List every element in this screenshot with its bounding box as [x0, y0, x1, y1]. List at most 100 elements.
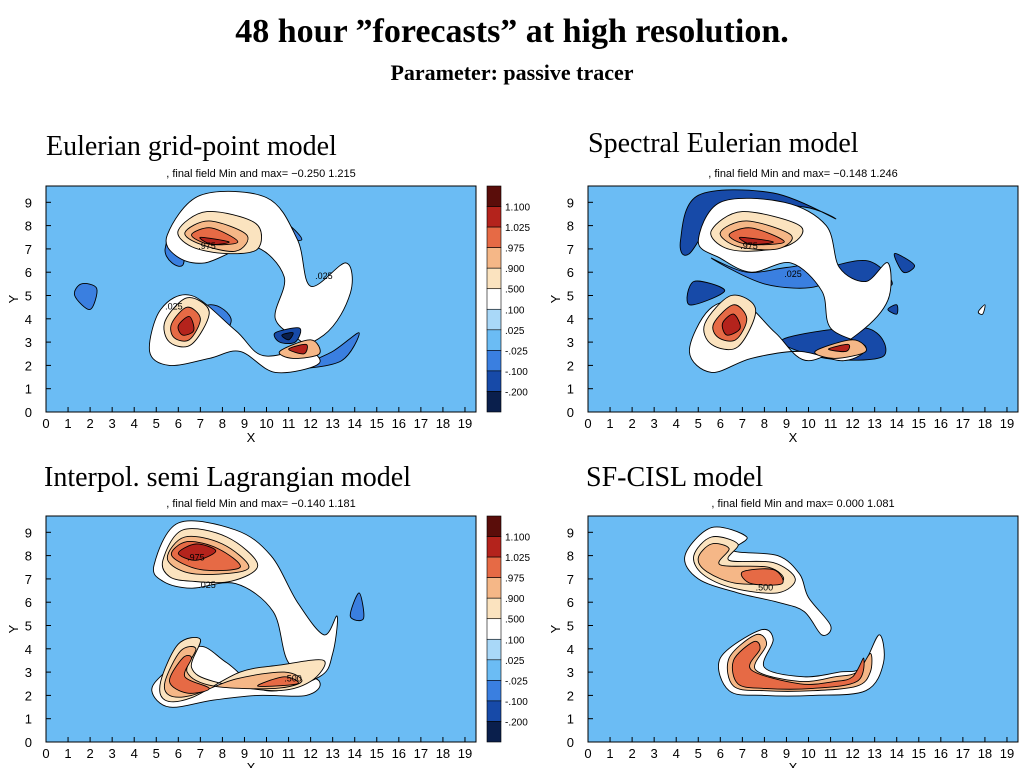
x-tick-label: 4: [131, 416, 138, 431]
x-tick-label: 9: [241, 746, 248, 761]
x-tick-label: 8: [219, 416, 226, 431]
colorbar-swatch: [486, 536, 502, 558]
x-tick-label: 15: [370, 746, 384, 761]
x-tick-label: 16: [934, 746, 948, 761]
colorbar-label: .500: [505, 285, 525, 296]
y-tick-label: 0: [25, 405, 32, 420]
contour-region: [740, 568, 784, 586]
x-tick-label: 3: [651, 416, 658, 431]
x-tick-label: 10: [801, 416, 815, 431]
colorbar-label: .500: [505, 615, 525, 626]
chart-eulerian: , final field Min and max= −0.250 1.215.…: [6, 168, 530, 445]
contour-region: [738, 236, 774, 245]
x-tick-label: 13: [867, 416, 881, 431]
colorbar-label: .100: [505, 305, 525, 316]
x-tick-label: 14: [347, 746, 361, 761]
x-tick-label: 2: [86, 416, 93, 431]
x-tick-label: 15: [912, 416, 926, 431]
y-tick-label: 0: [25, 735, 32, 750]
x-tick-label: 12: [303, 416, 317, 431]
y-axis-label: Y: [548, 624, 563, 633]
colorbar-swatch: [486, 659, 502, 681]
y-tick-label: 1: [567, 382, 574, 397]
x-tick-label: 11: [282, 746, 296, 761]
y-tick-label: 0: [567, 405, 574, 420]
x-tick-label: 1: [606, 416, 613, 431]
x-tick-label: 16: [392, 746, 406, 761]
x-tick-label: 17: [414, 416, 428, 431]
contour-label: .025: [784, 269, 802, 279]
colorbar-label: -.100: [505, 697, 528, 708]
x-tick-label: 12: [845, 416, 859, 431]
y-tick-label: 2: [567, 688, 574, 703]
colorbar-label: 1.100: [505, 203, 530, 214]
y-tick-label: 6: [25, 595, 32, 610]
x-axis-label: X: [789, 760, 798, 768]
contour-region: [893, 253, 915, 274]
plot-frame: [587, 185, 1019, 413]
x-tick-label: 3: [109, 746, 116, 761]
contour-label: .500: [284, 673, 302, 683]
plot-frame: [45, 185, 477, 413]
contour-label: .025: [198, 580, 216, 590]
contour-region: [257, 676, 299, 687]
x-tick-label: 5: [695, 416, 702, 431]
x-tick-label: 9: [241, 416, 248, 431]
y-tick-label: 0: [567, 735, 574, 750]
x-tick-label: 8: [219, 746, 226, 761]
colorbar-swatch: [486, 267, 502, 290]
x-tick-label: 8: [761, 416, 768, 431]
panel-title-eulerian: Eulerian grid-point model: [46, 131, 337, 162]
x-tick-label: 19: [1000, 416, 1014, 431]
x-tick-label: 16: [934, 416, 948, 431]
x-tick-label: 13: [325, 416, 339, 431]
y-tick-label: 9: [567, 195, 574, 210]
x-tick-label: 14: [889, 746, 903, 761]
contour-label: .500: [756, 583, 774, 593]
x-tick-label: 17: [414, 746, 428, 761]
x-tick-label: 5: [695, 746, 702, 761]
y-tick-label: 3: [567, 335, 574, 350]
contour-region: [686, 280, 726, 306]
colorbar-swatch: [486, 206, 502, 228]
colorbar-swatch: [486, 185, 502, 207]
chart-spectral: , final field Min and max= −0.148 1.246.…: [548, 168, 1019, 445]
x-tick-label: 18: [436, 416, 450, 431]
colorbar-label: .975: [505, 574, 525, 585]
chart-sf-cisl: , final field Min and max= 0.000 1.081 .5…: [548, 498, 1019, 768]
x-tick-label: 11: [824, 416, 838, 431]
colorbar-label: 1.025: [505, 553, 530, 564]
y-tick-label: 6: [567, 265, 574, 280]
y-tick-label: 9: [25, 525, 32, 540]
x-tick-label: 17: [956, 746, 970, 761]
x-tick-label: 19: [458, 746, 472, 761]
x-tick-label: 10: [801, 746, 815, 761]
colorbar-swatch: [486, 556, 502, 578]
y-tick-label: 9: [567, 525, 574, 540]
y-tick-label: 6: [567, 595, 574, 610]
contour-label: .975: [198, 241, 216, 251]
panel-title-sf-cisl: SF-CISL model: [586, 462, 764, 493]
y-tick-label: 8: [25, 549, 32, 564]
x-tick-label: 11: [282, 416, 296, 431]
page-subtitle: Parameter: passive tracer: [390, 60, 634, 85]
plot-eulerian: , final field Min and max= −0.250 1.215.…: [0, 164, 545, 445]
contour-region: [169, 655, 210, 694]
x-tick-label: 11: [824, 746, 838, 761]
colorbar-label: -.200: [505, 387, 528, 398]
y-tick-label: 5: [25, 619, 32, 634]
y-tick-label: 4: [567, 642, 574, 657]
x-tick-label: 4: [673, 746, 680, 761]
x-tick-label: 15: [912, 746, 926, 761]
x-tick-label: 5: [153, 416, 160, 431]
y-tick-label: 3: [567, 665, 574, 680]
x-tick-label: 10: [259, 416, 273, 431]
colorbar-label: .025: [505, 326, 525, 337]
x-tick-label: 2: [86, 746, 93, 761]
x-tick-label: 9: [783, 416, 790, 431]
y-tick-label: 7: [25, 572, 32, 587]
plot-frame: [45, 515, 477, 743]
x-tick-label: 18: [978, 416, 992, 431]
colorbar-label: 1.100: [505, 533, 530, 544]
x-tick-label: 1: [606, 746, 613, 761]
